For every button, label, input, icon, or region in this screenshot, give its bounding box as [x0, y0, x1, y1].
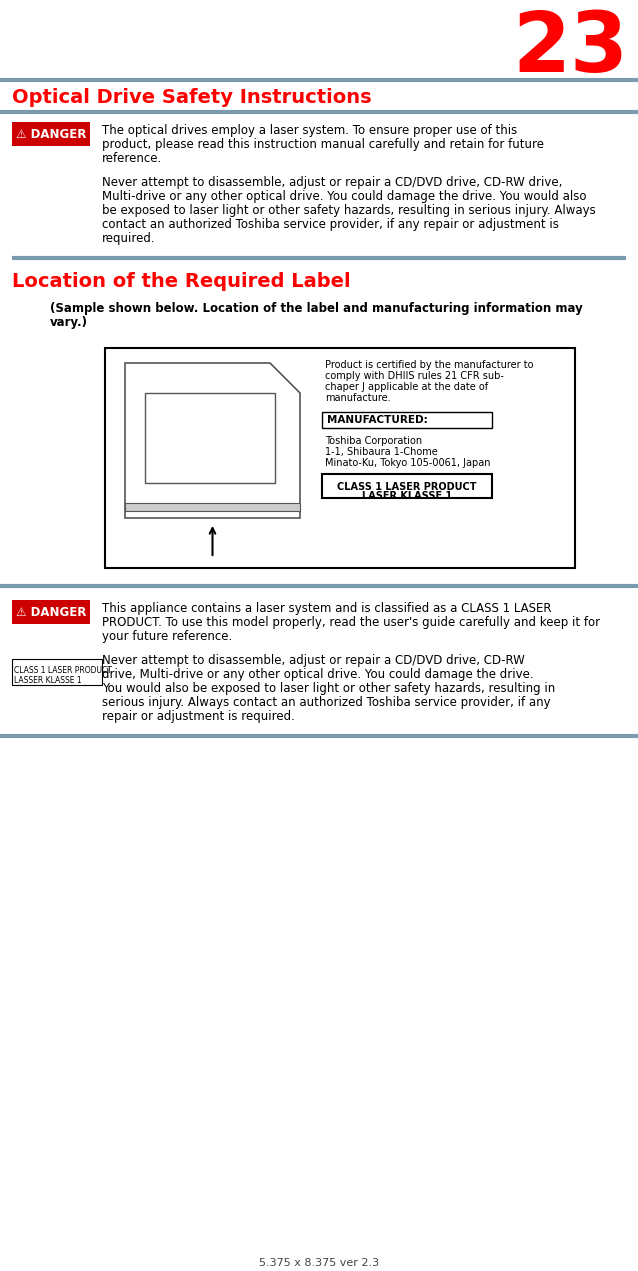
Text: vary.): vary.) — [50, 316, 88, 329]
Bar — [12, 122, 90, 146]
Text: serious injury. Always contact an authorized Toshiba service provider, if any: serious injury. Always contact an author… — [102, 697, 551, 709]
Text: your future reference.: your future reference. — [102, 630, 232, 643]
Bar — [105, 348, 575, 568]
Text: The optical drives employ a laser system. To ensure proper use of this: The optical drives employ a laser system… — [102, 125, 517, 137]
Text: 1-1, Shibaura 1-Chome: 1-1, Shibaura 1-Chome — [325, 447, 438, 458]
Text: repair or adjustment is required.: repair or adjustment is required. — [102, 710, 295, 723]
Text: manufacture.: manufacture. — [325, 393, 390, 403]
Bar — [322, 412, 492, 428]
Text: required.: required. — [102, 233, 156, 245]
Text: be exposed to laser light or other safety hazards, resulting in serious injury. : be exposed to laser light or other safet… — [102, 205, 596, 217]
Text: LASER KLASSE 1: LASER KLASSE 1 — [362, 491, 452, 501]
Text: (Sample shown below. Location of the label and manufacturing information may: (Sample shown below. Location of the lab… — [50, 302, 582, 315]
Text: ⚠ DANGER: ⚠ DANGER — [16, 605, 86, 619]
Text: CLASS 1 LASER PRODUCT: CLASS 1 LASER PRODUCT — [14, 666, 112, 675]
Text: Never attempt to disassemble, adjust or repair a CD/DVD drive, CD-RW drive,: Never attempt to disassemble, adjust or … — [102, 175, 562, 189]
Text: You would also be exposed to laser light or other safety hazards, resulting in: You would also be exposed to laser light… — [102, 683, 555, 695]
Text: product, please read this instruction manual carefully and retain for future: product, please read this instruction ma… — [102, 139, 544, 151]
Text: 23: 23 — [512, 8, 628, 89]
Text: reference.: reference. — [102, 153, 162, 165]
Text: contact an authorized Toshiba service provider, if any repair or adjustment is: contact an authorized Toshiba service pr… — [102, 219, 559, 231]
Text: CLASS 1 LASER PRODUCT: CLASS 1 LASER PRODUCT — [338, 482, 477, 492]
Bar — [145, 393, 275, 483]
Text: PRODUCT. To use this model properly, read the user's guide carefully and keep it: PRODUCT. To use this model properly, rea… — [102, 616, 600, 629]
Bar — [125, 503, 300, 511]
Text: drive, Multi-drive or any other optical drive. You could damage the drive.: drive, Multi-drive or any other optical … — [102, 669, 533, 681]
Text: ⚠ DANGER: ⚠ DANGER — [16, 127, 86, 141]
Text: Optical Drive Safety Instructions: Optical Drive Safety Instructions — [12, 88, 371, 107]
Text: comply with DHIIS rules 21 CFR sub-: comply with DHIIS rules 21 CFR sub- — [325, 371, 504, 381]
Text: LASSER KLASSE 1: LASSER KLASSE 1 — [14, 676, 82, 685]
Text: Multi-drive or any other optical drive. You could damage the drive. You would al: Multi-drive or any other optical drive. … — [102, 189, 586, 203]
Text: Location of the Required Label: Location of the Required Label — [12, 272, 351, 291]
Bar — [322, 474, 492, 498]
Text: 5.375 x 8.375 ver 2.3: 5.375 x 8.375 ver 2.3 — [259, 1258, 379, 1268]
Text: This appliance contains a laser system and is classified as a CLASS 1 LASER: This appliance contains a laser system a… — [102, 602, 551, 615]
Polygon shape — [125, 364, 300, 519]
Bar — [12, 658, 102, 685]
Text: Toshiba Corporation: Toshiba Corporation — [325, 436, 422, 446]
Bar — [12, 600, 90, 624]
Text: chaper J applicable at the date of: chaper J applicable at the date of — [325, 383, 488, 391]
Text: Minato-Ku, Tokyo 105-0061, Japan: Minato-Ku, Tokyo 105-0061, Japan — [325, 458, 491, 468]
Text: Never attempt to disassemble, adjust or repair a CD/DVD drive, CD-RW: Never attempt to disassemble, adjust or … — [102, 655, 524, 667]
Text: Product is certified by the manufacturer to: Product is certified by the manufacturer… — [325, 360, 533, 370]
Text: MANUFACTURED:: MANUFACTURED: — [327, 416, 427, 425]
